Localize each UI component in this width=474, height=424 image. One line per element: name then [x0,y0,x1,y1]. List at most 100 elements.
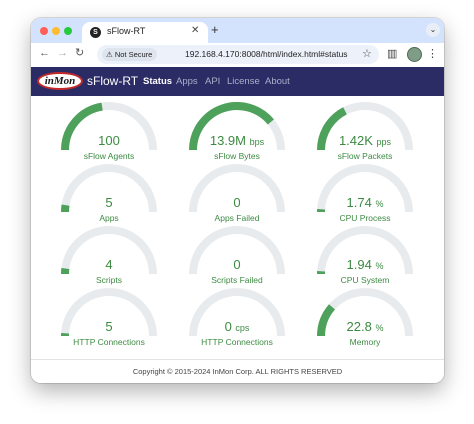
gauge-number: 0 [224,319,232,334]
gauge-scripts: 4 Scripts [58,226,160,286]
gauge-unit: cps [235,323,250,333]
gauge-number: 1.94 [346,257,372,272]
gauge-track [317,226,413,275]
gauge-number: 5 [105,195,113,210]
gauge-label: HTTP Connections [201,337,273,347]
nav-status[interactable]: Status [143,76,173,87]
gauge-number: 5 [105,319,113,334]
gauge-track [61,288,157,337]
gauge-fill [317,304,336,337]
gauge-dial [61,226,157,275]
close-tab-icon[interactable]: ✕ [191,25,200,36]
address-bar[interactable]: ⚠ Not Secure 192.168.4.170:8008/html/ind… [97,45,379,64]
gauge-label: sFlow Agents [83,151,135,161]
gauge-track [61,226,157,275]
gauge-http-connections: 5 HTTP Connections [58,288,160,348]
gauge-unit: % [375,261,384,271]
gauge-dial [189,288,285,337]
app-header: inMon sFlow-RT Status Apps API License A… [31,67,444,96]
gauge-number: 13.9M [209,133,246,148]
gauge-fill [317,107,348,151]
gauge-unit: % [375,323,384,333]
gauge-track [189,164,285,213]
back-arrow-icon[interactable]: ← [39,47,50,59]
url-text[interactable]: 192.168.4.170:8008/html/index.html#statu… [185,49,348,59]
gauge-track [189,288,285,337]
close-window-button[interactable] [40,27,48,35]
nav-license[interactable]: License [227,76,260,87]
nav-apps[interactable]: Apps [176,76,198,87]
new-tab-button[interactable]: + [211,22,219,37]
gauge-label: CPU Process [339,213,391,223]
gauge-number: 0 [233,195,241,210]
gauge-dial [317,164,413,213]
gauge-number: 4 [105,257,113,272]
gauge-memory: 22.8 % Memory [314,288,416,348]
gauge-label: HTTP Connections [73,337,145,347]
gauge-fill [61,204,70,213]
gauge-dial [189,102,285,151]
side-panel-icon[interactable]: ▥ [387,48,398,60]
gauge-value: 0 [186,257,288,272]
gauge-apps-failed: 0 Apps Failed [186,164,288,224]
menu-kebab-icon[interactable]: ⋮ [427,48,438,60]
forward-arrow-icon[interactable]: → [57,47,68,59]
gauge-cpu-process: 1.74 % CPU Process [314,164,416,224]
gauge-dial [317,288,413,337]
brand-name[interactable]: sFlow-RT [87,74,139,88]
gauge-label: Apps Failed [214,213,260,223]
gauge-scripts-failed: 0 Scripts Failed [186,226,288,286]
gauge-label: sFlow Packets [337,151,393,161]
gauge-value: 13.9M bps [186,133,288,148]
gauge-number: 1.42K [338,133,373,148]
gauge-dial [61,288,157,337]
gauge-dial [61,164,157,213]
status-dashboard: 100 sFlow Agents 13.9M bps sFlow Bytes 1.42K… [31,96,444,359]
gauge-number: 0 [233,257,241,272]
gauge-fill [189,102,274,151]
gauge-label: Scripts Failed [211,275,263,285]
gauge-sflow-agents: 100 sFlow Agents [58,102,160,162]
gauge-label: Memory [349,337,381,347]
gauge-label: CPU System [340,275,390,285]
gauge-unit: % [375,199,384,209]
gauge-track [189,226,285,275]
nav-api[interactable]: API [205,76,221,87]
browser-tab[interactable]: S sFlow-RT ✕ [82,22,208,43]
tab-bar: S sFlow-RT ✕ + ⌄ [31,18,444,43]
page-footer: Copyright © 2015-2024 InMon Corp. ALL RI… [31,359,444,383]
gauge-value: 5 [58,195,160,210]
gauge-dial [189,164,285,213]
gauge-sflow-packets: 1.42K pps sFlow Packets [314,102,416,162]
security-label: Not Secure [114,50,153,59]
gauge-value: 0 [186,195,288,210]
gauge-sflow-bytes: 13.9M bps sFlow Bytes [186,102,288,162]
gauge-value: 100 [58,133,160,148]
gauge-dial [189,226,285,275]
profile-avatar[interactable] [407,47,422,62]
gauge-label: Scripts [96,275,122,285]
gauge-apps: 5 Apps [58,164,160,224]
favicon-icon: S [90,27,101,38]
gauge-dial [317,102,413,151]
gauge-cpu-system: 1.94 % CPU System [314,226,416,286]
nav-about[interactable]: About [265,76,290,87]
gauge-http-connections: 0 cps HTTP Connections [186,288,288,348]
tab-title: sFlow-RT [107,26,146,36]
gauge-value: 1.42K pps [314,133,416,148]
gauge-value: 4 [58,257,160,272]
gauge-value: 1.94 % [314,257,416,272]
gauge-track [317,164,413,213]
maximize-window-button[interactable] [64,27,72,35]
reload-icon[interactable]: ↻ [75,47,85,59]
gauge-dial [61,102,157,151]
inmon-logo[interactable]: inMon [37,72,83,90]
gauge-unit: bps [249,137,265,147]
gauge-value: 0 cps [186,319,288,334]
bookmark-star-icon[interactable]: ☆ [362,48,372,60]
gauge-value: 1.74 % [314,195,416,210]
tab-search-chevron-icon[interactable]: ⌄ [426,23,440,37]
minimize-window-button[interactable] [52,27,60,35]
browser-toolbar: ← → ↻ ⚠ Not Secure 192.168.4.170:8008/ht… [31,18,444,67]
not-secure-badge[interactable]: ⚠ Not Secure [102,48,158,61]
